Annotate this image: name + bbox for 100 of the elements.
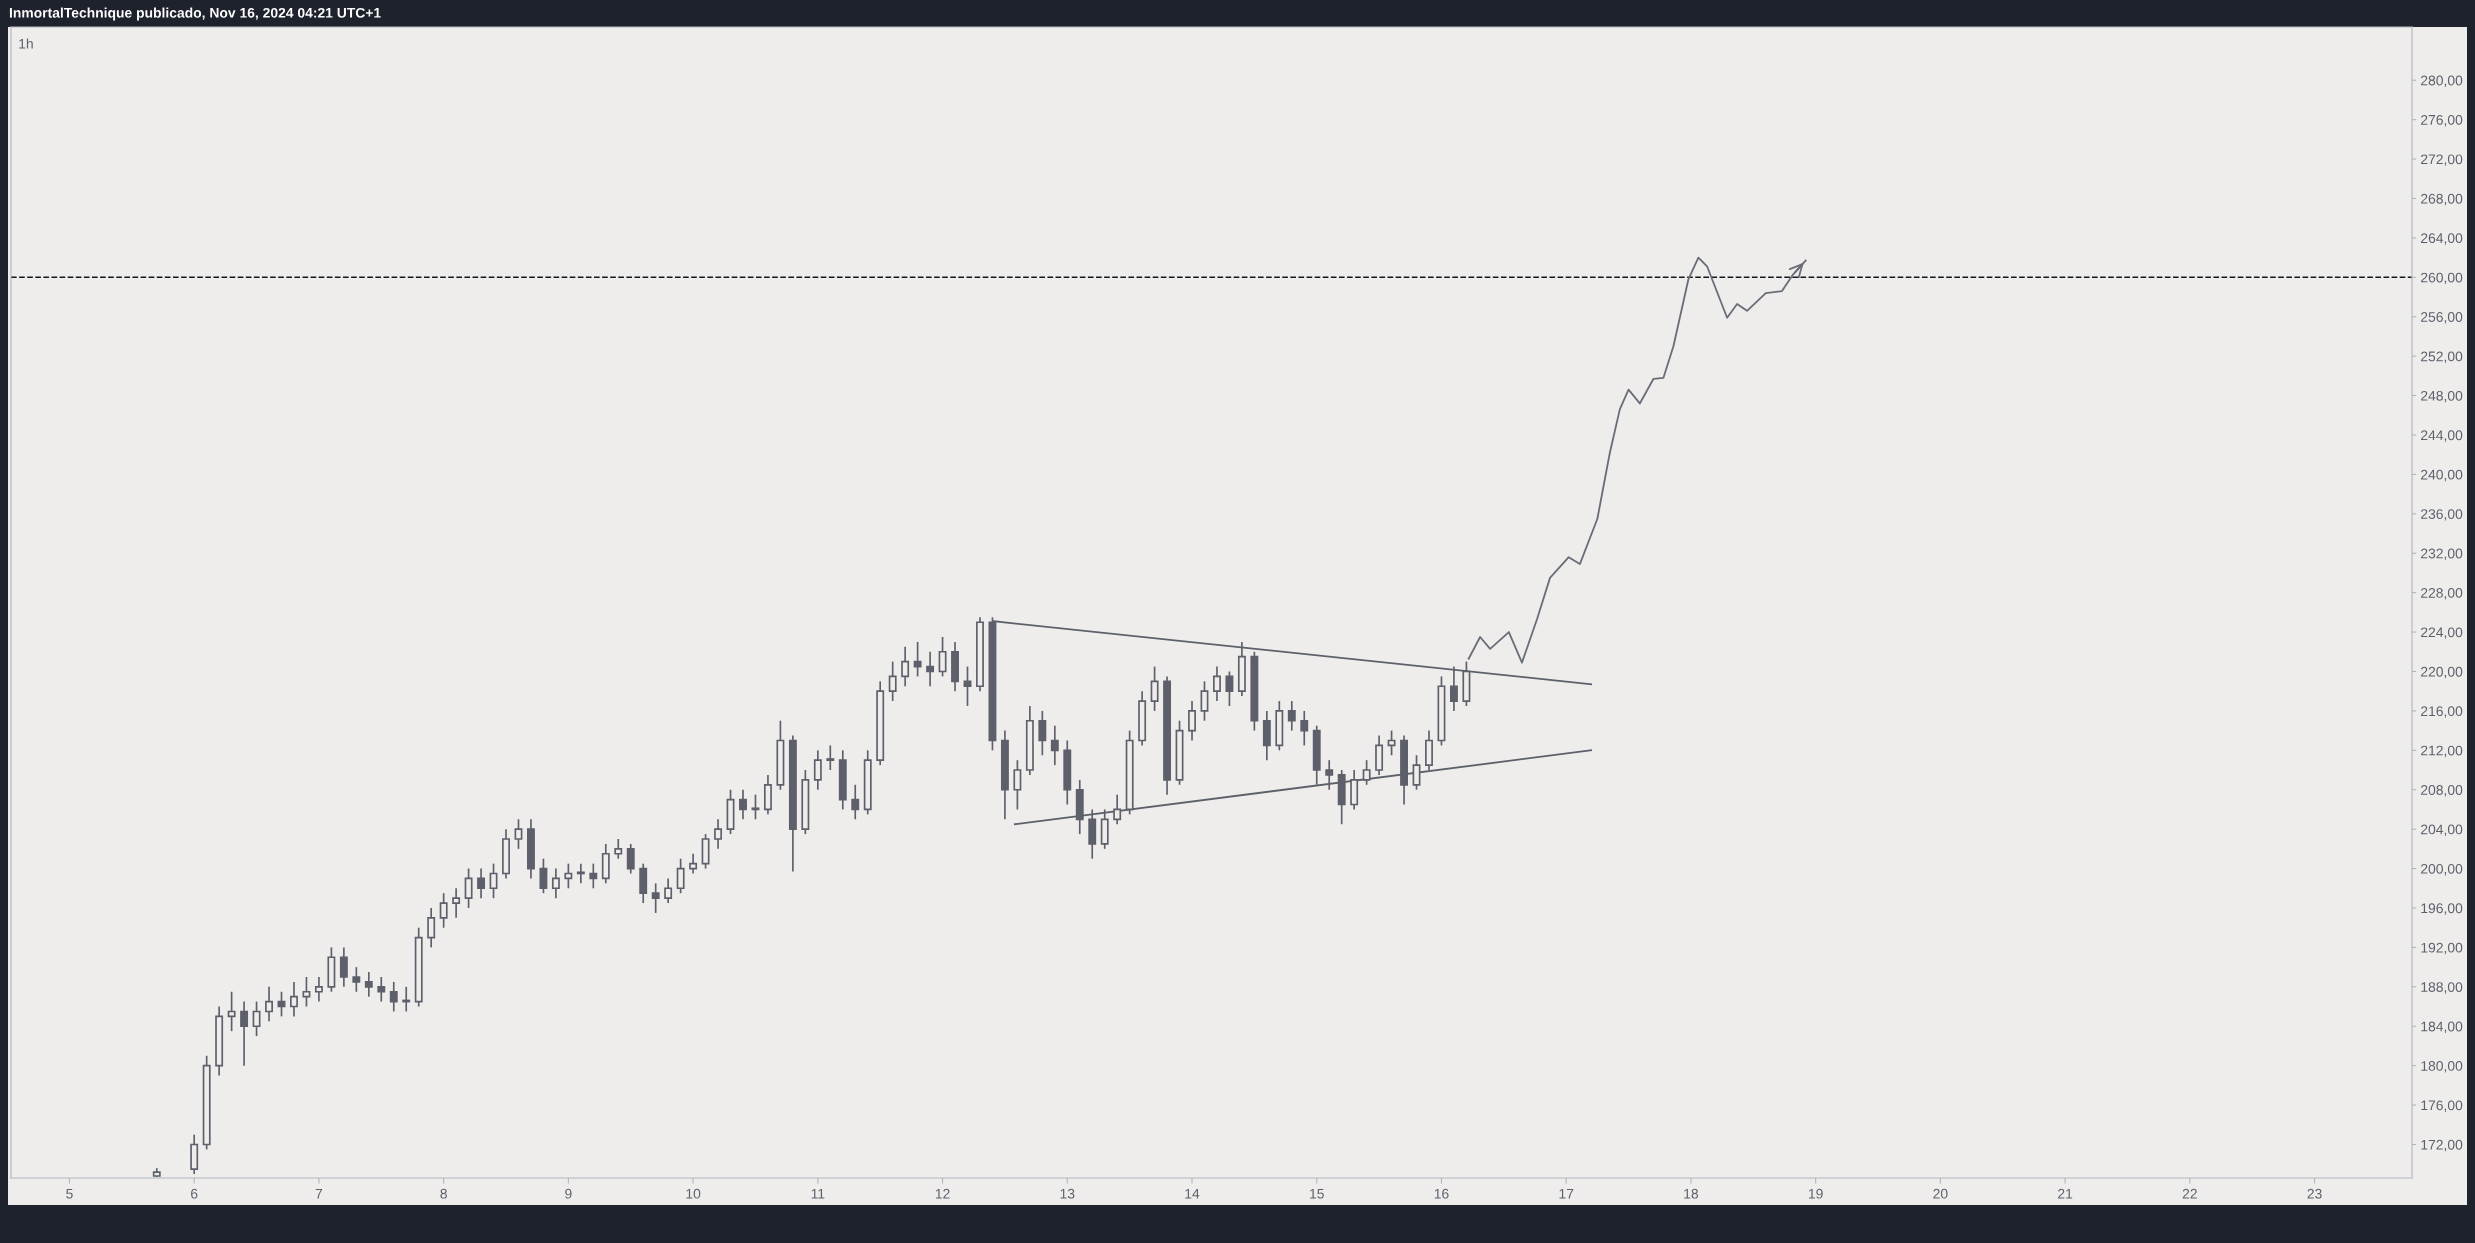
- candlestick: [539, 857, 548, 895]
- candlestick: [464, 867, 473, 909]
- x-tick-label: 9: [565, 1188, 572, 1199]
- y-tick-label: 236,00: [2421, 509, 2463, 521]
- x-tick-label: 12: [935, 1188, 950, 1199]
- x-tick-label: 11: [811, 1188, 825, 1199]
- x-tick-label: 5: [66, 1188, 73, 1199]
- candlestick: [1287, 700, 1296, 732]
- candlestick: [1200, 680, 1209, 722]
- candlestick: [1150, 665, 1159, 712]
- y-tick-label: 216,00: [2421, 706, 2463, 718]
- line-series: [1467, 256, 1807, 664]
- x-tick-label: 20: [1933, 1188, 1948, 1199]
- y-tick-label: 240,00: [2421, 469, 2463, 482]
- candlestick: [626, 843, 635, 875]
- candlestick: [1225, 670, 1234, 707]
- candlestick: [938, 636, 947, 678]
- y-tick-label: 212,00: [2421, 745, 2463, 758]
- candlestick: [576, 862, 585, 885]
- x-tick-label: 15: [1310, 1188, 1324, 1199]
- y-tick-label: 256,00: [2421, 312, 2463, 324]
- chart-title: InmortalTechnique publicado, Nov 16, 2024 04:21 UTC+1: [9, 7, 381, 21]
- candlestick: [739, 788, 747, 821]
- candlestick: [514, 818, 523, 850]
- y-tick-label: 248,00: [2421, 390, 2463, 403]
- candlestick: [339, 946, 348, 988]
- candlestick: [240, 1000, 249, 1067]
- y-tick-label: 184,00: [2421, 1021, 2463, 1034]
- candlestick: [389, 981, 398, 1013]
- candlestick: [1387, 729, 1396, 757]
- candlestick: [427, 907, 436, 949]
- x-tick-label: 16: [1434, 1188, 1449, 1199]
- x-tick-label: 6: [191, 1188, 198, 1199]
- candlestick: [1038, 710, 1047, 757]
- y-tick-label: 196,00: [2421, 903, 2463, 915]
- candlestick: [1188, 700, 1196, 742]
- candlestick: [651, 882, 660, 914]
- candlestick: [377, 976, 386, 1003]
- candlestick: [689, 852, 698, 875]
- candlestick: [676, 857, 685, 895]
- candlestick: [751, 793, 760, 821]
- x-tick-label: 8: [440, 1188, 447, 1199]
- candlestick: [564, 862, 573, 890]
- y-tick-label: 252,00: [2421, 351, 2463, 363]
- candlestick: [1050, 724, 1059, 766]
- x-tick-label: 18: [1684, 1188, 1699, 1199]
- candlestick: [664, 877, 673, 904]
- x-tick-label: 7: [315, 1188, 323, 1199]
- y-tick-label: 264,00: [2421, 233, 2463, 245]
- candlestick: [252, 1000, 261, 1037]
- y-tick-label: 188,00: [2421, 982, 2463, 994]
- y-tick-label: 192,00: [2421, 942, 2463, 955]
- y-tick-label: 268,00: [2421, 193, 2463, 206]
- y-tick-label: 276,00: [2421, 114, 2463, 127]
- y-tick-label: 224,00: [2421, 627, 2463, 639]
- y-tick-label: 260,00: [2421, 272, 2463, 285]
- candlestick: [265, 985, 273, 1023]
- x-tick-label: 17: [1559, 1188, 1574, 1199]
- candlestick: [901, 646, 910, 688]
- x-tick-label: 19: [1808, 1188, 1823, 1199]
- y-tick-label: 280,00: [2421, 75, 2463, 88]
- candlestick: [364, 971, 373, 998]
- x-tick-label: 14: [1185, 1188, 1200, 1199]
- y-tick-label: 204,00: [2421, 824, 2463, 836]
- candlestick: [439, 892, 448, 929]
- candlestick: [913, 641, 922, 678]
- candlestick: [888, 660, 897, 702]
- candlestick: [1013, 759, 1022, 811]
- candlestick: [813, 749, 822, 791]
- candlestick: [1362, 759, 1371, 786]
- y-tick-label: 232,00: [2421, 548, 2463, 561]
- candlestick: [551, 867, 560, 899]
- x-tick-label: 10: [686, 1188, 701, 1199]
- candlestick: [314, 976, 323, 1003]
- y-tick-label: 172,00: [2421, 1139, 2463, 1152]
- candlestick: [227, 990, 236, 1033]
- candlestick: [290, 981, 298, 1018]
- y-tick-label: 228,00: [2421, 587, 2463, 600]
- candlestick: [302, 976, 311, 1008]
- candlestick: [452, 887, 461, 919]
- candlestick: [826, 744, 835, 771]
- candlestick: [714, 818, 723, 850]
- x-tick-label: 23: [2307, 1188, 2322, 1199]
- candlestick: [1412, 754, 1421, 791]
- y-tick-label: 176,00: [2421, 1100, 2463, 1112]
- candlestick: [1213, 665, 1221, 702]
- y-tick-label: 200,00: [2421, 863, 2463, 876]
- y-tick-label: 220,00: [2421, 666, 2463, 679]
- candlestick: [851, 783, 860, 821]
- y-tick-label: 208,00: [2421, 785, 2463, 797]
- y-tick-label: 180,00: [2421, 1060, 2463, 1073]
- x-tick-label: 22: [2182, 1188, 2197, 1199]
- x-tick-label: 21: [2058, 1188, 2073, 1199]
- candlestick: [1325, 759, 1334, 791]
- candlestick: [926, 650, 935, 688]
- y-tick-label: 244,00: [2421, 430, 2463, 442]
- text: 1h: [19, 38, 33, 49]
- candlestick: [352, 966, 361, 993]
- x-tick-label: 13: [1060, 1188, 1075, 1199]
- candlestick: [477, 867, 486, 899]
